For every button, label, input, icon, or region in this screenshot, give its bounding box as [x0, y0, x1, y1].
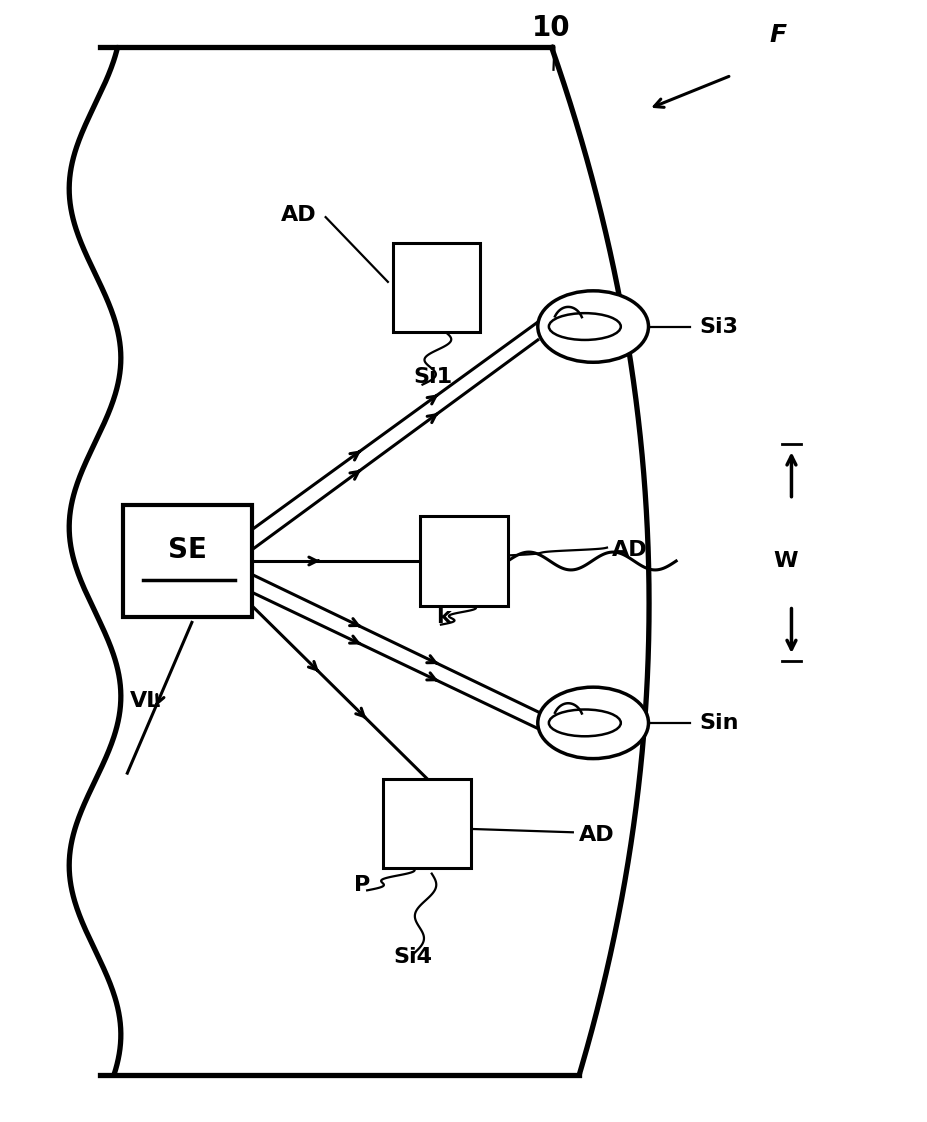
- Ellipse shape: [548, 709, 620, 736]
- Text: VL: VL: [130, 690, 161, 710]
- Text: SE: SE: [168, 536, 207, 564]
- Text: AD: AD: [281, 205, 316, 224]
- Bar: [383, 779, 470, 868]
- Text: Si4: Si4: [393, 947, 432, 967]
- Ellipse shape: [548, 313, 620, 340]
- Text: Sin: Sin: [698, 712, 738, 733]
- Text: AD: AD: [611, 540, 646, 560]
- Text: P: P: [354, 875, 370, 894]
- Text: 10: 10: [532, 13, 570, 42]
- Text: Si3: Si3: [698, 316, 737, 337]
- Bar: [122, 505, 251, 617]
- Text: k: k: [436, 607, 451, 627]
- Bar: [420, 516, 507, 606]
- Text: W: W: [772, 551, 796, 571]
- Ellipse shape: [538, 291, 648, 362]
- Text: Si1: Si1: [413, 367, 451, 387]
- Ellipse shape: [538, 687, 648, 758]
- Bar: [392, 242, 479, 332]
- Text: F: F: [768, 24, 785, 47]
- Text: AD: AD: [578, 825, 615, 845]
